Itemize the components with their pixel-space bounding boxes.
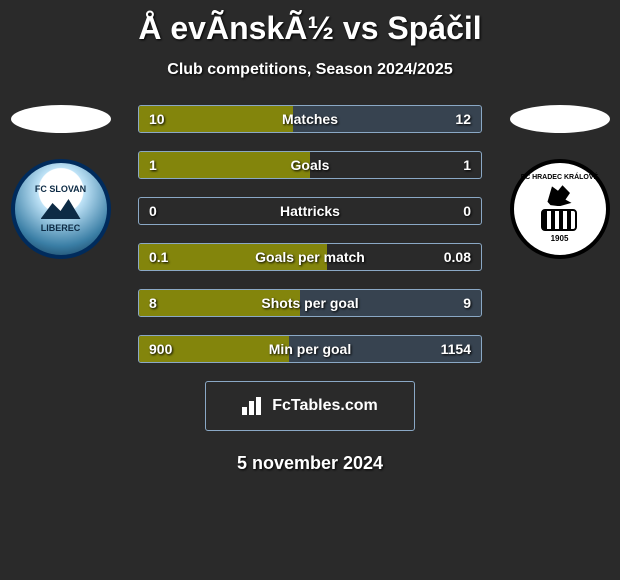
player-b-column: FC HRADEC KRÁLOVÉ 1905 [507, 105, 612, 259]
stat-value-right: 1154 [441, 341, 471, 357]
subtitle: Club competitions, Season 2024/2025 [0, 61, 620, 79]
stat-value-left: 1 [149, 157, 157, 173]
player-a-column: FC SLOVAN LIBEREC [8, 105, 113, 259]
club-a-top-label: FC SLOVAN [35, 184, 86, 195]
club-a-mountain-icon [41, 199, 81, 219]
stat-label: Min per goal [269, 341, 351, 357]
club-a-badge: FC SLOVAN LIBEREC [11, 159, 111, 259]
stat-label: Matches [282, 111, 338, 127]
club-a-bottom-label: LIBEREC [35, 223, 86, 234]
stat-value-right: 1 [463, 157, 471, 173]
club-a-badge-inner: FC SLOVAN LIBEREC [35, 184, 86, 234]
bar-chart-icon [242, 397, 266, 415]
stat-row: 1 Goals 1 [138, 151, 482, 179]
stat-value-right: 9 [463, 295, 471, 311]
player-a-photo-placeholder [11, 105, 111, 133]
stat-value-left: 900 [149, 341, 172, 357]
stat-value-left: 8 [149, 295, 157, 311]
stat-row: 0.1 Goals per match 0.08 [138, 243, 482, 271]
club-b-badge: FC HRADEC KRÁLOVÉ 1905 [510, 159, 610, 259]
date-label: 5 november 2024 [0, 453, 620, 474]
stat-row: 900 Min per goal 1154 [138, 335, 482, 363]
stat-value-left: 0 [149, 203, 157, 219]
stat-row: 0 Hattricks 0 [138, 197, 482, 225]
stat-label: Shots per goal [261, 295, 358, 311]
club-b-lion-icon [544, 184, 574, 206]
club-b-badge-inner: FC HRADEC KRÁLOVÉ 1905 [521, 174, 598, 244]
club-b-top-label: FC HRADEC KRÁLOVÉ [521, 174, 598, 181]
stat-label: Goals per match [255, 249, 365, 265]
club-b-stripes-icon [541, 209, 577, 231]
page-title: Å evÃnskÃ½ vs Spáčil [0, 0, 620, 47]
stat-value-right: 0 [463, 203, 471, 219]
brand-label: FcTables.com [272, 397, 378, 415]
stat-row: 10 Matches 12 [138, 105, 482, 133]
brand-link[interactable]: FcTables.com [205, 381, 415, 431]
stat-value-left: 10 [149, 111, 165, 127]
stat-label: Goals [291, 157, 330, 173]
stat-fill-left [139, 152, 310, 178]
main-content: FC SLOVAN LIBEREC 10Matches121Goals10Hat… [0, 79, 620, 363]
player-b-photo-placeholder [510, 105, 610, 133]
stat-value-right: 0.08 [444, 249, 471, 265]
club-b-year-label: 1905 [551, 234, 569, 244]
stats-column: 10Matches121Goals10Hattricks00.1Goals pe… [138, 105, 482, 363]
stat-label: Hattricks [280, 203, 340, 219]
stat-row: 8 Shots per goal 9 [138, 289, 482, 317]
stat-value-right: 12 [455, 111, 471, 127]
stat-value-left: 0.1 [149, 249, 168, 265]
